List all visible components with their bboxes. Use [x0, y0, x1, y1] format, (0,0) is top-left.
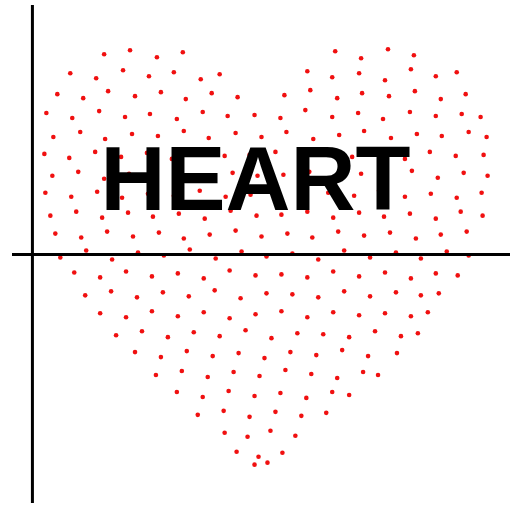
- svg-text:HEART: HEART: [101, 129, 411, 229]
